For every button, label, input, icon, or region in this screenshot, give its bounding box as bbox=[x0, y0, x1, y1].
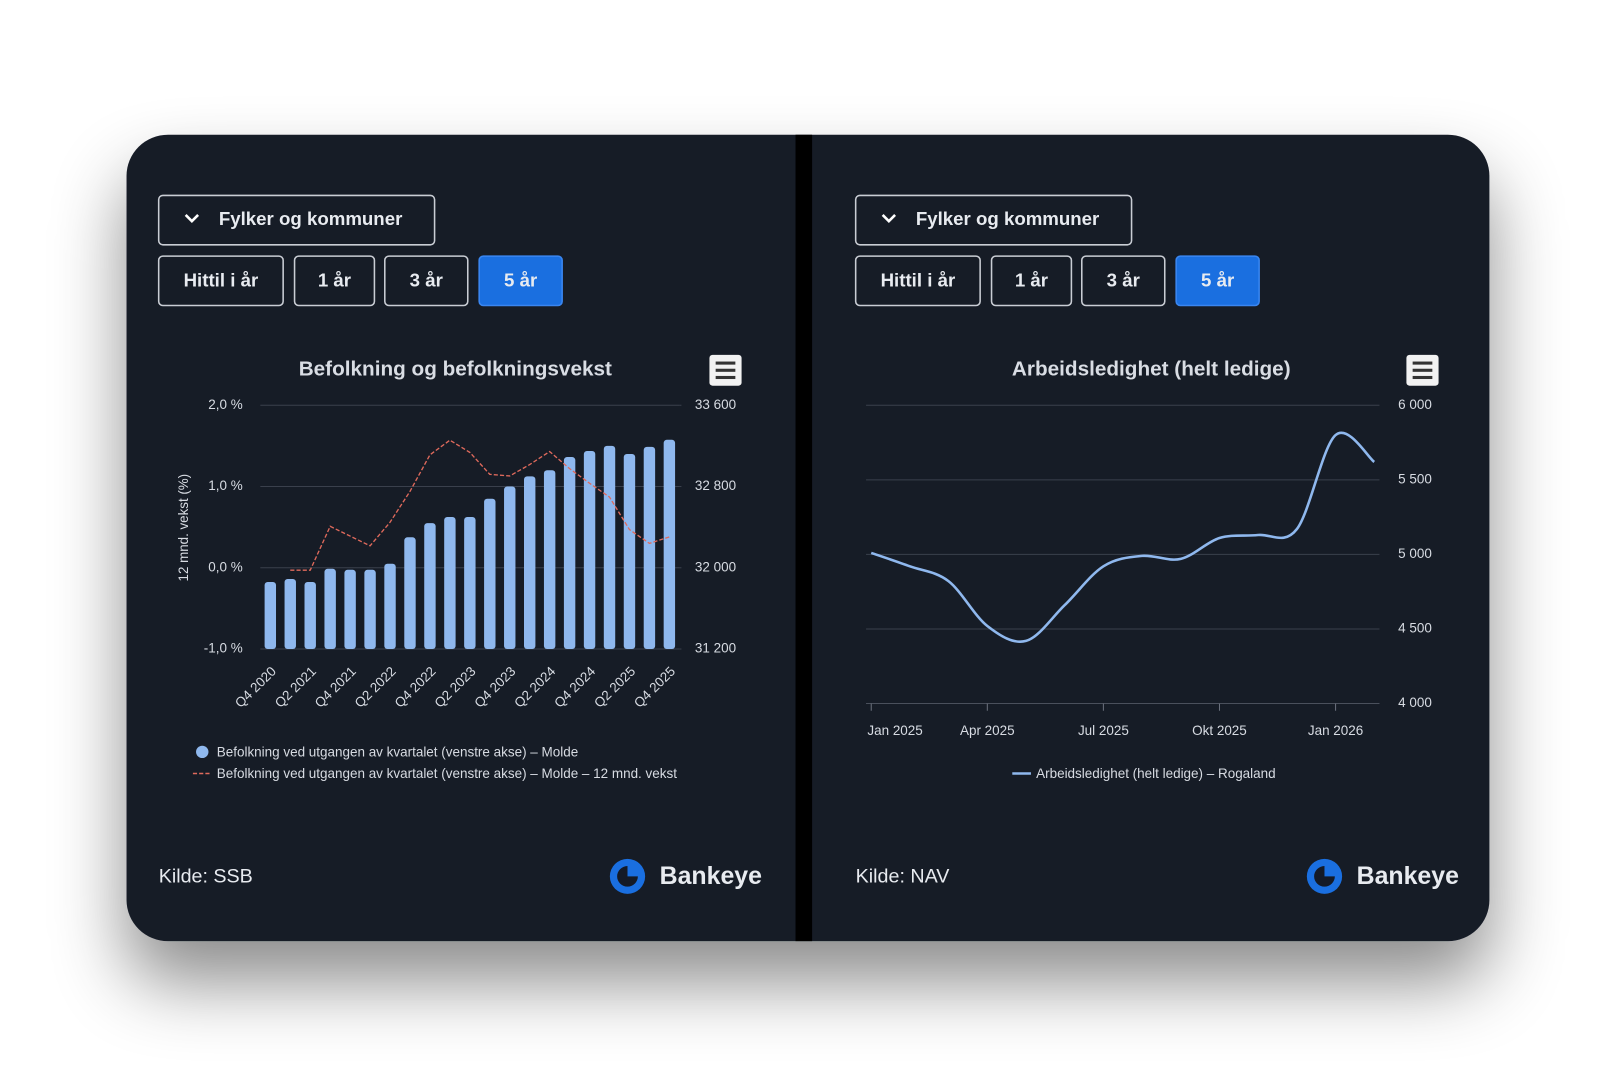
legend-label: Arbeidsledighet (helt ledige) – Rogaland bbox=[1036, 766, 1275, 781]
range-button-label: 5 år bbox=[1201, 270, 1234, 291]
bar bbox=[424, 523, 436, 650]
legend-label: Befolkning ved utgangen av kvartalet (ve… bbox=[217, 744, 578, 759]
bar bbox=[563, 457, 576, 650]
brand-name: Bankeye bbox=[1357, 863, 1459, 890]
y-tick-label: 6 000 bbox=[1398, 397, 1432, 412]
x-tick-label: Apr 2025 bbox=[960, 723, 1015, 738]
bar bbox=[643, 446, 656, 650]
dropdown-label: Fylker og kommuner bbox=[219, 208, 402, 229]
y2-tick-label: 32 000 bbox=[695, 559, 736, 574]
range-button[interactable] bbox=[478, 255, 563, 307]
range-button-label: 5 år bbox=[504, 270, 537, 291]
y-tick-label: 2,0 % bbox=[208, 397, 243, 412]
menu-icon-line bbox=[1412, 368, 1433, 372]
bar bbox=[364, 569, 376, 650]
bar bbox=[583, 450, 596, 650]
bar bbox=[264, 581, 277, 650]
source: Kilde: NAV bbox=[856, 866, 950, 888]
y2-tick-label: 32 800 bbox=[695, 478, 736, 493]
bar bbox=[444, 516, 456, 650]
range-button-label: 1 år bbox=[1015, 270, 1048, 291]
y-tick-label: 4 500 bbox=[1398, 621, 1432, 636]
menu-icon-line bbox=[715, 361, 736, 365]
y-tick-label: 4 000 bbox=[1398, 695, 1432, 710]
y2-tick-label: 33 600 bbox=[695, 397, 736, 412]
bar bbox=[304, 581, 316, 650]
x-tick-label: Okt 2025 bbox=[1192, 723, 1247, 738]
brand-logo-mark bbox=[617, 866, 638, 887]
y-tick-label: -1,0 % bbox=[204, 641, 243, 656]
range-button[interactable] bbox=[854, 255, 981, 307]
line bbox=[290, 439, 670, 571]
y-axis-label: 12 mnd. vekst (%) bbox=[176, 474, 191, 582]
bar bbox=[464, 516, 476, 650]
range-button-label: 1 år bbox=[318, 270, 351, 291]
bar bbox=[344, 569, 356, 650]
y2-tick-label: 31 200 bbox=[695, 641, 736, 656]
bar bbox=[543, 470, 556, 650]
bar bbox=[284, 578, 296, 650]
menu-icon-line bbox=[715, 368, 736, 372]
dropdown[interactable] bbox=[157, 194, 436, 246]
bar bbox=[324, 568, 336, 650]
x-tick-label: Jan 2026 bbox=[1308, 723, 1363, 738]
bar bbox=[504, 486, 516, 650]
divider bbox=[795, 134, 813, 942]
line bbox=[870, 431, 1376, 643]
x-tick-label: Jul 2025 bbox=[1078, 723, 1129, 738]
chevron-icon bbox=[881, 214, 897, 223]
chart-title: Arbeidsledighet (helt ledige) bbox=[1012, 358, 1291, 381]
menu-icon-line bbox=[1412, 361, 1433, 365]
legend-label: Befolkning ved utgangen av kvartalet (ve… bbox=[217, 766, 677, 781]
range-button[interactable] bbox=[157, 255, 284, 307]
bar bbox=[523, 476, 536, 650]
bar bbox=[484, 498, 496, 650]
bar bbox=[663, 439, 676, 650]
range-button-label: 3 år bbox=[1107, 270, 1140, 291]
bar bbox=[603, 445, 616, 650]
y-tick-label: 5 500 bbox=[1398, 471, 1432, 486]
bar bbox=[623, 454, 636, 650]
range-button[interactable] bbox=[1081, 255, 1166, 307]
range-button-label: 3 år bbox=[410, 270, 443, 291]
menu-icon-line bbox=[715, 375, 736, 380]
range-button[interactable] bbox=[384, 255, 469, 307]
range-button[interactable] bbox=[1175, 255, 1260, 307]
range-button[interactable] bbox=[293, 255, 376, 307]
range-button-label: Hittil i år bbox=[184, 270, 259, 291]
brand-logo-mark bbox=[1314, 866, 1335, 887]
menu-icon-line bbox=[1412, 375, 1433, 380]
range-button[interactable] bbox=[990, 255, 1073, 307]
x-tick-label: Jan 2025 bbox=[867, 723, 922, 738]
dropdown[interactable] bbox=[854, 194, 1133, 246]
y-tick-label: 0,0 % bbox=[208, 559, 243, 574]
y-tick-label: 5 000 bbox=[1398, 546, 1432, 561]
legend-marker bbox=[196, 745, 209, 759]
bar bbox=[384, 563, 396, 650]
chart-title: Befolkning og befolkningsvekst bbox=[299, 358, 612, 381]
source: Kilde: SSB bbox=[159, 866, 253, 888]
chevron-icon bbox=[184, 214, 200, 223]
y-tick-label: 1,0 % bbox=[208, 478, 243, 493]
range-button-label: Hittil i år bbox=[881, 270, 956, 291]
bar bbox=[404, 537, 416, 650]
brand-name: Bankeye bbox=[660, 863, 762, 890]
dropdown-label: Fylker og kommuner bbox=[916, 208, 1099, 229]
